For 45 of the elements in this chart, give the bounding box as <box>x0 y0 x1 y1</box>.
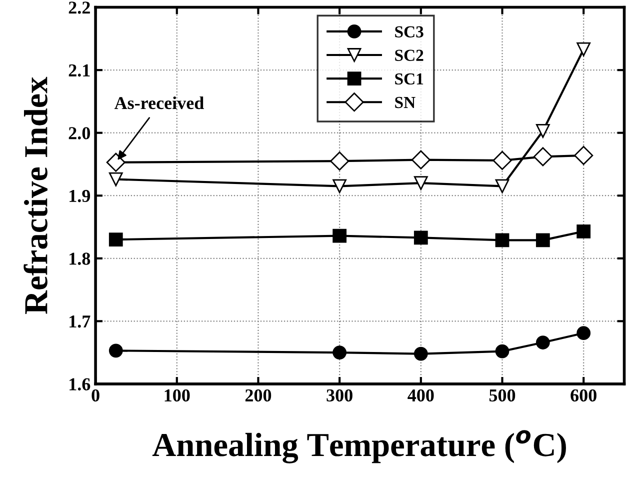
y-tick-label: 1.9 <box>70 190 90 202</box>
point <box>576 326 591 340</box>
x-tick-label: 100 <box>164 389 190 402</box>
point <box>106 152 126 172</box>
annotation: As-received <box>114 96 204 110</box>
x-axis-title: Annealing Temperature ($^{o}$C) <box>152 430 566 464</box>
point <box>536 124 550 138</box>
x-tick-label: 300 <box>326 389 352 402</box>
point <box>108 344 123 358</box>
x-tick-label: 0 <box>92 389 100 402</box>
x-tick-label: 500 <box>489 389 516 402</box>
x-tick-label: 600 <box>570 389 596 402</box>
y-tick-label: 2.1 <box>68 64 90 77</box>
y-tick-label: 2.2 <box>68 2 90 14</box>
point <box>332 346 347 360</box>
point <box>330 152 350 171</box>
point <box>533 147 552 166</box>
point <box>495 344 510 358</box>
y-tick-label: 1.8 <box>70 252 90 265</box>
point <box>536 336 550 350</box>
y-tick-label: 1.6 <box>70 378 90 390</box>
point <box>495 179 510 194</box>
point <box>108 172 123 186</box>
x-tick-label: 400 <box>408 389 434 402</box>
point <box>495 233 510 248</box>
point <box>536 233 550 248</box>
point <box>492 150 512 170</box>
y-tick-label: 2.0 <box>68 127 90 140</box>
point <box>332 228 347 243</box>
point <box>414 176 428 190</box>
point <box>414 230 428 245</box>
legend-label: SC2 <box>395 50 424 62</box>
point <box>576 42 591 56</box>
y-tick-label: 1.7 <box>70 316 90 328</box>
point <box>411 150 430 170</box>
point <box>414 346 428 361</box>
point <box>576 224 591 238</box>
point <box>108 232 123 246</box>
point <box>332 179 347 194</box>
legend-label: SC3 <box>395 26 424 38</box>
x-tick-label: 200 <box>245 389 272 402</box>
legend-label: SC1 <box>395 73 424 85</box>
point <box>574 146 594 165</box>
y-axis-title: Refractive Index <box>24 76 48 314</box>
legend-label: SN <box>395 96 416 108</box>
